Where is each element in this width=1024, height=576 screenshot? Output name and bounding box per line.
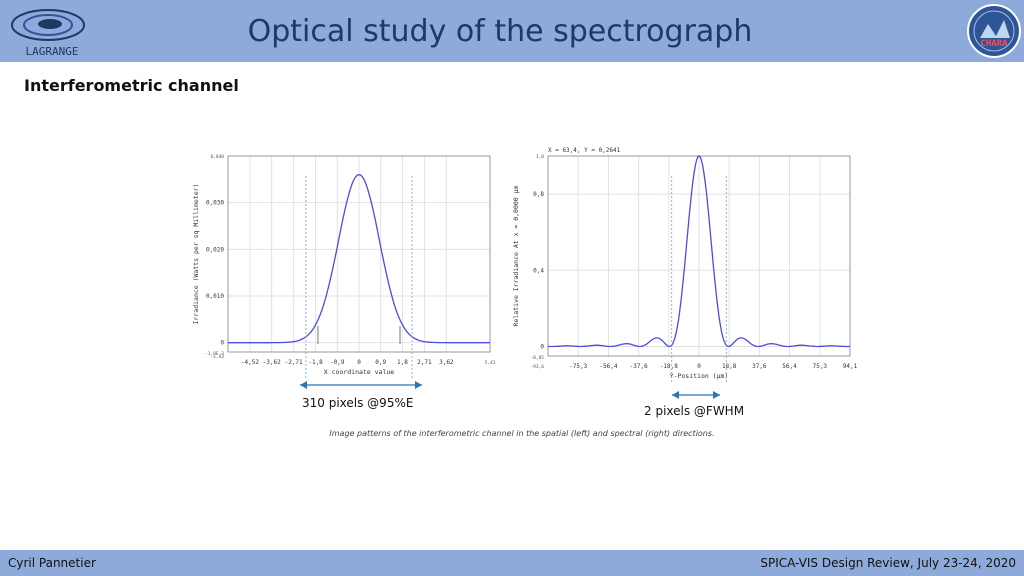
x-tick-label: 56,4 bbox=[782, 363, 797, 370]
profile-curve bbox=[547, 155, 851, 348]
x-tick-label: 3,62 bbox=[439, 359, 454, 366]
y-tick-label: 0,8 bbox=[533, 191, 544, 198]
width-arrow-left bbox=[300, 381, 422, 389]
y-top-label: 1,0 bbox=[536, 154, 544, 160]
plot-frame bbox=[227, 155, 491, 353]
figure-caption: Image patterns of the interferometric ch… bbox=[329, 429, 715, 438]
y-tick-label: 0,030 bbox=[206, 200, 224, 207]
width-arrow-right bbox=[672, 391, 720, 399]
profile-curve bbox=[228, 174, 490, 344]
y-bottom-label: -0,05 bbox=[530, 355, 544, 361]
page-title: Optical study of the spectrograph bbox=[247, 14, 753, 49]
y-axis-label: Irradiance (Watts per sq Millimeter) bbox=[192, 184, 200, 325]
footer-author: Cyril Pannetier bbox=[8, 556, 96, 570]
y-tick-label: 0,010 bbox=[206, 293, 224, 300]
chart-header-readout: X = 63,4, Y = 0,2641 bbox=[548, 147, 621, 154]
x-tick-label: 75,3 bbox=[813, 363, 828, 370]
x-tick-label: -18,8 bbox=[660, 363, 678, 370]
chara-logo-text: CHARA bbox=[980, 39, 1008, 49]
x-right-edge-label: 5,43 bbox=[485, 360, 496, 366]
chara-logo: CHARA bbox=[967, 4, 1021, 58]
x-tick-label: -2,71 bbox=[285, 359, 303, 366]
footer-band bbox=[0, 550, 1024, 576]
y-tick-label: 0,020 bbox=[206, 246, 224, 253]
x-tick-label: 0 bbox=[357, 359, 361, 366]
x-tick-label: 1,8 bbox=[397, 359, 408, 366]
x-tick-label: -37,6 bbox=[630, 363, 648, 370]
section-title: Interferometric channel bbox=[24, 76, 239, 95]
x-tick-label: -56,4 bbox=[599, 363, 617, 370]
x-tick-label: 94,1 bbox=[843, 363, 858, 370]
spatial-profile-chart: -4,52 -3,62 -2,71 -1,8 -0,9 0 0,9 1,8 2,71 3,62 0 0… bbox=[192, 154, 496, 380]
y-bottom-label: -1,9E-3 bbox=[205, 351, 224, 357]
header-band bbox=[0, 0, 1024, 62]
lagrange-logo: LAGRANGE bbox=[11, 9, 85, 58]
y-tick-label: 0,4 bbox=[533, 267, 544, 274]
x-tick-label: 37,6 bbox=[752, 363, 767, 370]
lagrange-logo-text: LAGRANGE bbox=[26, 45, 79, 58]
x-tick-label: -0,9 bbox=[330, 359, 345, 366]
x-tick-label: -4,52 bbox=[241, 359, 259, 366]
annotation-left: 310 pixels @95%E bbox=[302, 396, 414, 410]
x-tick-label: 2,71 bbox=[417, 359, 432, 366]
x-tick-label: 18,8 bbox=[722, 363, 737, 370]
x-tick-label: -3,62 bbox=[263, 359, 281, 366]
x-tick-label: -1,8 bbox=[308, 359, 323, 366]
spectral-profile-chart: -75,3 -56,4 -37,6 -18,8 0 18,8 37,6 56,4 75,3 94,… bbox=[512, 147, 858, 384]
footer-event: SPICA-VIS Design Review, July 23-24, 202… bbox=[760, 556, 1016, 570]
x-axis-label: X coordinate value bbox=[324, 368, 395, 376]
x-tick-label: 0,9 bbox=[375, 359, 386, 366]
y-tick-label: 0 bbox=[220, 340, 224, 347]
x-left-edge-label: -93,6 bbox=[530, 364, 544, 370]
x-left-edge-label: -5,43 bbox=[210, 354, 224, 360]
y-tick-label: 0 bbox=[540, 343, 544, 350]
x-axis-label: Y-Position (µm) bbox=[670, 372, 729, 380]
y-axis-label: Relative Irradiance At x = 0,0000 µm bbox=[512, 185, 520, 326]
x-tick-label: 0 bbox=[697, 363, 701, 370]
y-top-label: 0,040 bbox=[210, 154, 224, 160]
annotation-right: 2 pixels @FWHM bbox=[644, 404, 745, 418]
x-tick-label: -75,3 bbox=[569, 363, 587, 370]
